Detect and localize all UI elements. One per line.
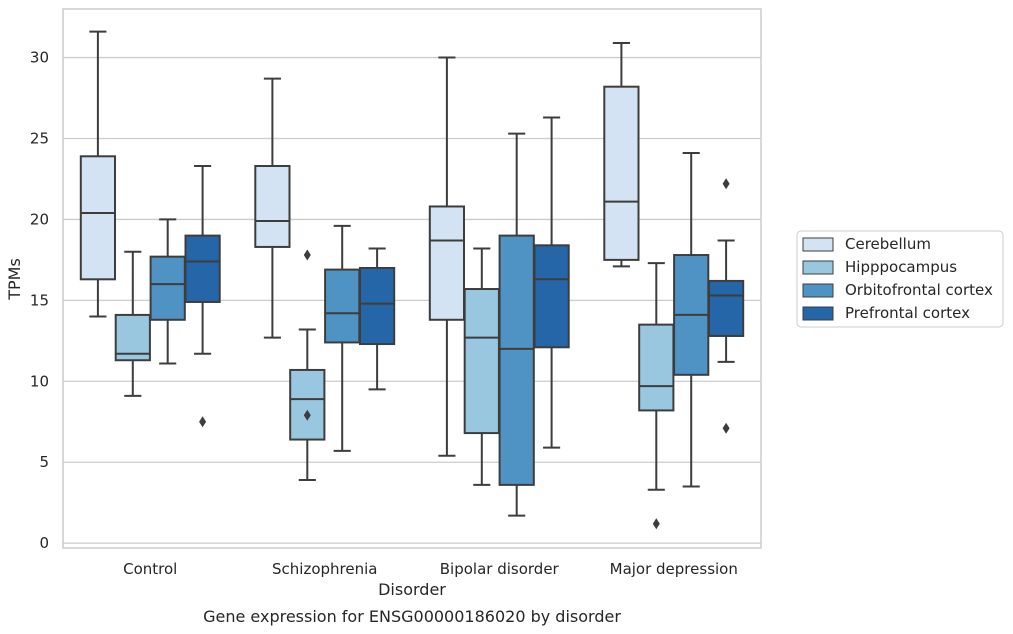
legend-label: Orbitofrontal cortex — [845, 281, 993, 299]
legend-swatch — [802, 237, 834, 252]
plot-frame — [62, 8, 762, 549]
box-hipppocampus — [463, 247, 500, 486]
box-prefrontal-cortex — [707, 178, 745, 434]
x-tick-label: Schizophrenia — [272, 560, 377, 578]
box-body — [324, 268, 361, 344]
x-tick-label: Major depression — [610, 560, 738, 578]
outlier-point — [722, 178, 730, 190]
box-cerebellum — [79, 30, 117, 318]
box-hipppocampus — [638, 262, 675, 530]
box-body — [114, 313, 151, 362]
legend-swatch — [802, 260, 834, 275]
x-axis-label: Disorder — [378, 580, 446, 599]
y-tick-label: 0 — [39, 534, 49, 552]
y-tick-label: 5 — [39, 453, 49, 471]
y-axis-label: TPMs — [5, 258, 24, 301]
box-cerebellum — [254, 77, 291, 339]
legend-frame — [796, 230, 1004, 328]
x-tick-label: Bipolar disorder — [440, 560, 560, 578]
box-body — [428, 205, 466, 321]
y-tick-label: 10 — [30, 372, 49, 390]
y-tick-label: 15 — [30, 291, 49, 309]
box-cerebellum — [603, 41, 640, 268]
box-prefrontal-cortex — [533, 116, 570, 449]
y-tick-label: 25 — [30, 129, 49, 147]
box-body — [707, 279, 745, 337]
box-body — [149, 255, 186, 321]
box-body — [603, 85, 640, 261]
outlier-point — [303, 409, 311, 421]
box-body — [254, 165, 291, 248]
y-axis-ticks: 0 5 10 15 20 25 30 — [30, 49, 49, 553]
box-series — [79, 30, 745, 530]
outlier-point — [722, 422, 730, 434]
outlier-point — [303, 249, 311, 261]
legend-label: Prefrontal cortex — [845, 304, 970, 322]
legend-swatch — [802, 283, 834, 298]
legend: Cerebellum Hipppocampus Orbitofrontal cort… — [796, 230, 1004, 328]
legend-swatch — [802, 306, 834, 321]
box-body — [533, 244, 570, 349]
box-body — [79, 155, 117, 281]
box-hipppocampus — [114, 250, 151, 397]
legend-label: Hipppocampus — [845, 258, 957, 276]
outlier-point — [652, 518, 660, 530]
y-tick-label: 30 — [30, 49, 49, 67]
box-body — [184, 234, 221, 303]
x-axis-ticks: Control Schizophrenia Bipolar disorder Majo… — [123, 560, 738, 578]
box-orbitofrontal-cortex — [149, 218, 186, 365]
y-tick-label: 20 — [30, 210, 49, 228]
box-orbitofrontal-cortex — [324, 224, 361, 452]
box-body — [358, 266, 396, 346]
outlier-point — [199, 416, 207, 428]
chart-caption: Gene expression for ENSG00000186020 by d… — [203, 607, 621, 626]
box-body — [498, 234, 535, 486]
box-prefrontal-cortex — [358, 247, 396, 391]
box-cerebellum — [428, 56, 466, 457]
x-tick-label: Control — [123, 560, 177, 578]
box-body — [638, 323, 675, 412]
box-body — [463, 288, 500, 435]
box-orbitofrontal-cortex — [498, 132, 535, 517]
box-body — [289, 368, 326, 441]
box-prefrontal-cortex — [184, 165, 221, 428]
legend-label: Cerebellum — [845, 235, 931, 253]
box-hipppocampus — [289, 249, 326, 482]
box-orbitofrontal-cortex — [673, 152, 710, 488]
